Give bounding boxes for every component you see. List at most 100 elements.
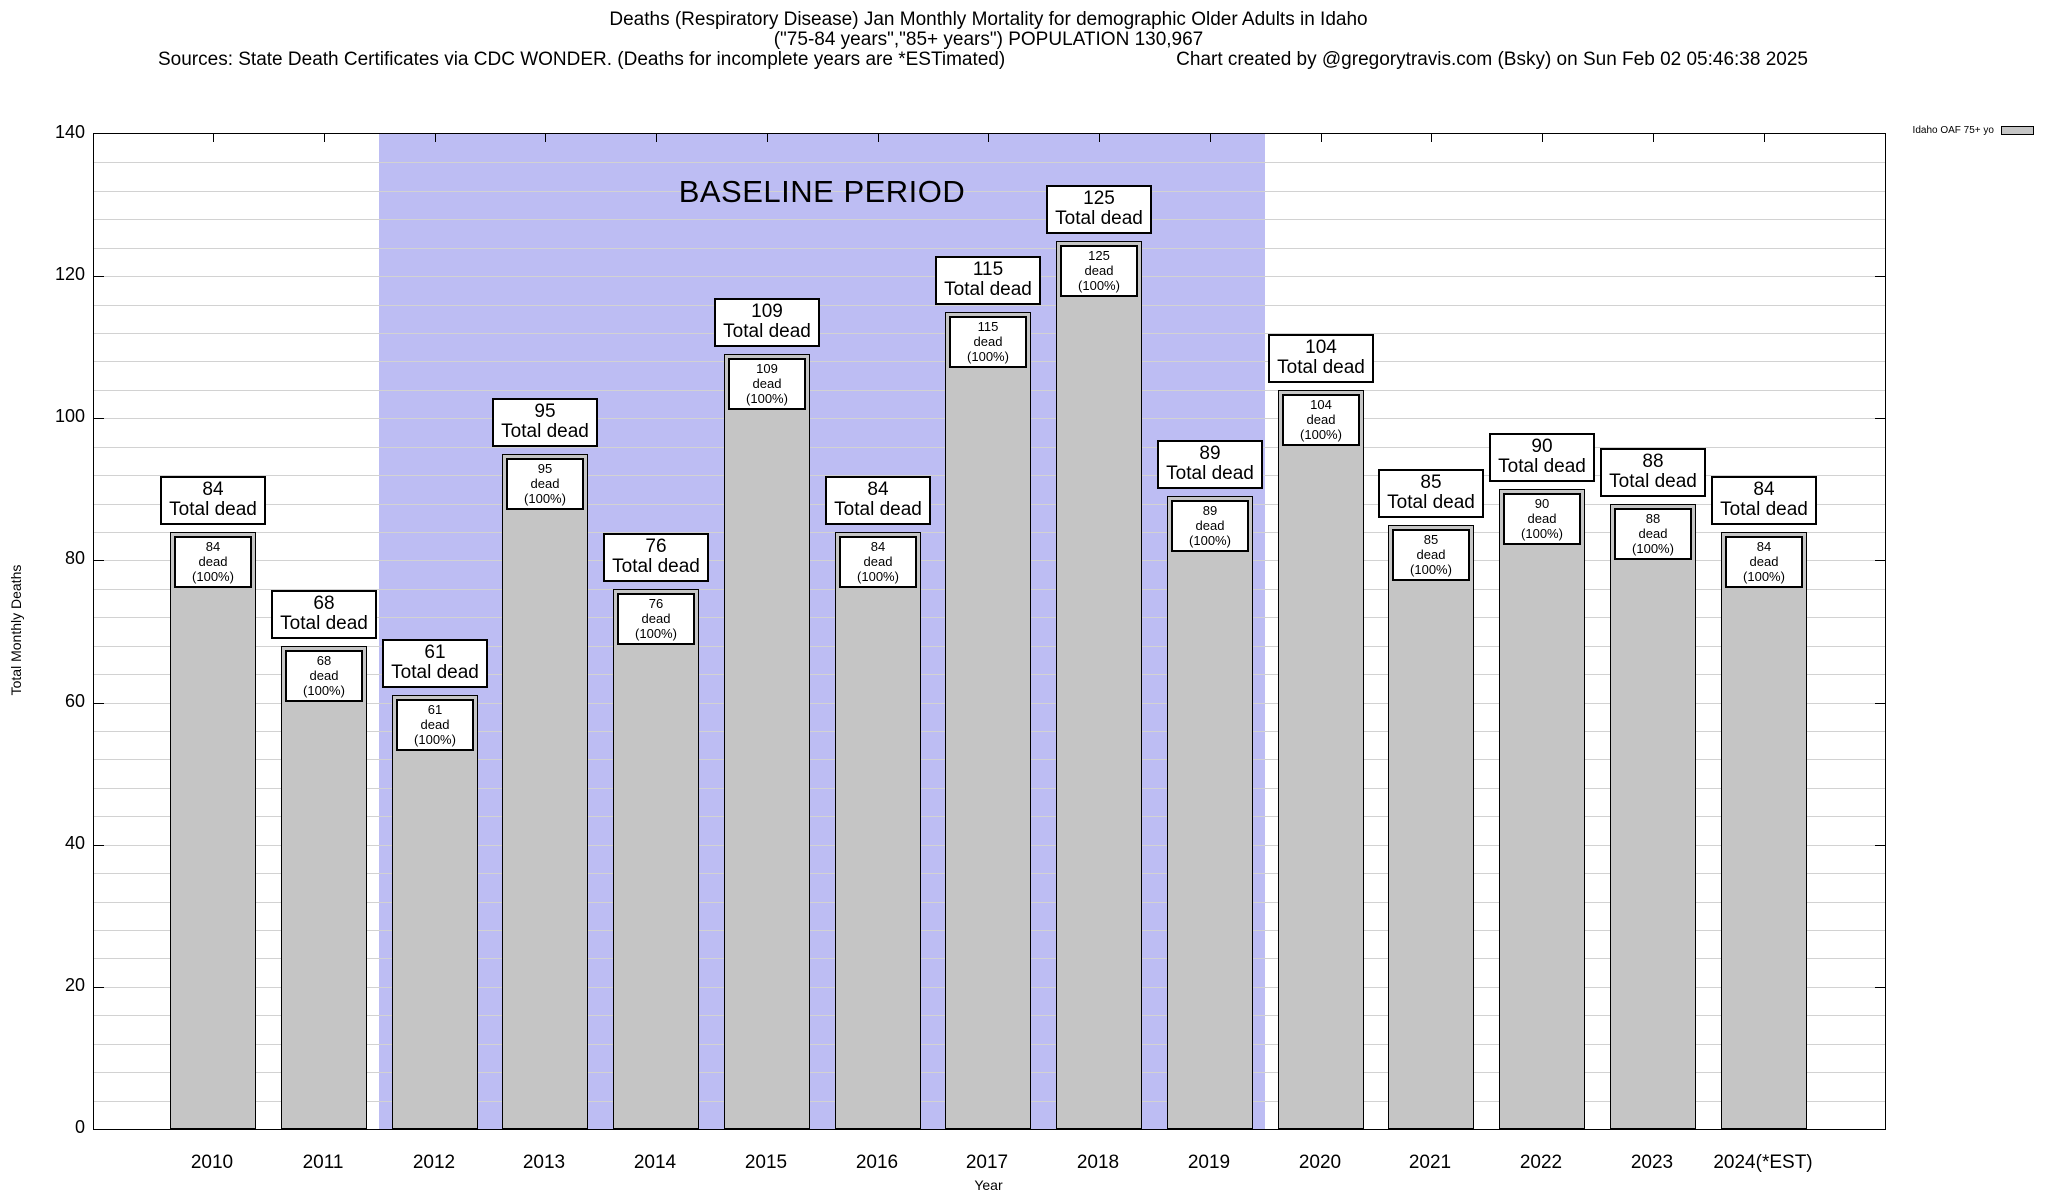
dead-pct-label: dead (100%): [1078, 263, 1120, 293]
x-tick-top: [656, 134, 657, 142]
x-tick-label: 2022: [1519, 1152, 1563, 1173]
total-dead-label: Total dead: [391, 662, 479, 683]
dead-pct-value: 95: [537, 461, 553, 476]
y-tick-label: 80: [64, 548, 85, 568]
dead-pct-box-2014: 76 dead (100%): [617, 593, 695, 645]
total-dead-box-2024(*EST): 84 Total dead: [1711, 476, 1817, 525]
y-tick-right: [1875, 418, 1885, 419]
total-dead-value: 88: [1642, 451, 1664, 472]
x-tick-label: 2014: [633, 1152, 677, 1173]
x-tick-top: [435, 134, 436, 142]
gridline: [94, 219, 1885, 220]
bar-2013: [502, 454, 588, 1129]
total-dead-label: Total dead: [723, 321, 811, 342]
dead-pct-box-2012: 61 dead (100%): [396, 699, 474, 751]
x-tick-top: [1431, 134, 1432, 142]
x-tick-label: 2024(*EST): [1713, 1152, 1813, 1173]
total-dead-label: Total dead: [1387, 492, 1475, 513]
gridline: [94, 191, 1885, 192]
dead-pct-label: dead (100%): [1521, 511, 1563, 541]
bar-2015: [724, 354, 810, 1129]
total-dead-box-2019: 89 Total dead: [1157, 440, 1263, 489]
x-tick-label: 2011: [302, 1152, 344, 1173]
total-dead-label: Total dead: [1166, 463, 1254, 484]
y-tick-label: 140: [54, 122, 85, 142]
y-tick-left: [94, 276, 104, 277]
dead-pct-value: 104: [1310, 397, 1332, 412]
x-tick-label: 2015: [744, 1152, 788, 1173]
total-dead-box-2016: 84 Total dead: [825, 476, 931, 525]
total-dead-box-2023: 88 Total dead: [1600, 448, 1706, 497]
total-dead-label: Total dead: [834, 499, 922, 520]
x-tick-top: [324, 134, 325, 142]
total-dead-box-2017: 115 Total dead: [935, 256, 1041, 305]
bar-2010: [170, 532, 256, 1129]
bar-2021: [1388, 525, 1474, 1129]
dead-pct-value: 115: [977, 319, 999, 334]
dead-pct-box-2015: 109 dead (100%): [728, 358, 806, 410]
y-tick-label: 60: [64, 691, 85, 711]
y-tick-label: 0: [74, 1117, 85, 1137]
dead-pct-box-2011: 68 dead (100%): [285, 650, 363, 702]
dead-pct-value: 61: [427, 702, 443, 717]
legend-label: Idaho OAF 75+ yo: [1912, 125, 1994, 136]
dead-pct-label: dead (100%): [1410, 547, 1452, 577]
total-dead-box-2020: 104 Total dead: [1268, 334, 1374, 383]
bar-2016: [835, 532, 921, 1129]
dead-pct-value: 68: [316, 653, 332, 668]
chart-sources: Sources: State Death Certificates via CD…: [158, 49, 1006, 70]
dead-pct-label: dead (100%): [524, 476, 566, 506]
bar-2023: [1610, 504, 1696, 1129]
y-tick-right: [1875, 845, 1885, 846]
total-dead-value: 90: [1531, 436, 1553, 457]
x-tick-label: 2010: [190, 1152, 234, 1173]
total-dead-label: Total dead: [1720, 499, 1808, 520]
x-tick-top: [1764, 134, 1765, 142]
total-dead-label: Total dead: [1498, 456, 1586, 477]
y-tick-label: 120: [54, 264, 85, 284]
bar-2019: [1167, 496, 1253, 1129]
dead-pct-label: dead (100%): [1632, 526, 1674, 556]
dead-pct-box-2016: 84 dead (100%): [839, 536, 917, 588]
total-dead-value: 84: [867, 479, 889, 500]
total-dead-value: 61: [424, 642, 446, 663]
x-tick-top: [767, 134, 768, 142]
x-tick-label: 2020: [1298, 1152, 1342, 1173]
y-tick-label: 100: [54, 406, 85, 426]
total-dead-value: 76: [645, 536, 667, 557]
x-tick-label: 2019: [1187, 1152, 1231, 1173]
total-dead-value: 109: [751, 301, 783, 322]
y-tick-left: [94, 418, 104, 419]
dead-pct-value: 84: [205, 539, 221, 554]
bar-2022: [1499, 489, 1585, 1129]
x-tick-top: [1210, 134, 1211, 142]
x-tick-label: 2016: [855, 1152, 899, 1173]
total-dead-value: 115: [972, 259, 1004, 280]
dead-pct-label: dead (100%): [1300, 412, 1342, 442]
dead-pct-box-2018: 125 dead (100%): [1060, 245, 1138, 297]
dead-pct-label: dead (100%): [635, 611, 677, 641]
gridline: [94, 162, 1885, 163]
y-tick-left: [94, 845, 104, 846]
y-tick-label: 40: [64, 833, 85, 853]
x-tick-label: 2018: [1076, 1152, 1120, 1173]
bar-2012: [392, 695, 478, 1129]
dead-pct-box-2022: 90 dead (100%): [1503, 493, 1581, 545]
dead-pct-label: dead (100%): [746, 376, 788, 406]
dead-pct-label: dead (100%): [857, 554, 899, 584]
dead-pct-box-2010: 84 dead (100%): [174, 536, 252, 588]
dead-pct-label: dead (100%): [1743, 554, 1785, 584]
bar-2018: [1056, 241, 1142, 1129]
total-dead-box-2015: 109 Total dead: [714, 298, 820, 347]
total-dead-box-2022: 90 Total dead: [1489, 433, 1595, 482]
total-dead-label: Total dead: [1055, 208, 1143, 229]
total-dead-value: 85: [1420, 472, 1442, 493]
bar-2020: [1278, 390, 1364, 1129]
x-tick-top: [1099, 134, 1100, 142]
dead-pct-box-2024(*EST): 84 dead (100%): [1725, 536, 1803, 588]
total-dead-label: Total dead: [280, 613, 368, 634]
dead-pct-value: 84: [870, 539, 886, 554]
x-tick-top: [988, 134, 989, 142]
dead-pct-box-2023: 88 dead (100%): [1614, 508, 1692, 560]
total-dead-label: Total dead: [1277, 357, 1365, 378]
